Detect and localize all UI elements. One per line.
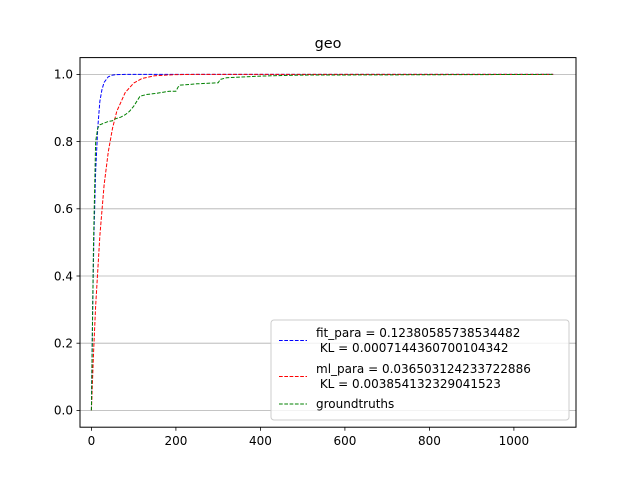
x-tick-label: 400: [249, 434, 272, 448]
y-tick-label: 0.2: [54, 337, 73, 351]
chart-title: geo: [315, 36, 342, 52]
x-tick-label: 1000: [499, 434, 530, 448]
series-line-3: [90, 73, 554, 411]
legend-label-2: ml_para = 0.036503124233722886 KL = 0.00…: [316, 362, 531, 391]
y-tick-label: 0.0: [54, 404, 73, 418]
series-lines: [90, 73, 554, 411]
x-tick-label: 0: [88, 434, 96, 448]
legend-box: [270, 319, 570, 421]
plot-frame: [79, 57, 577, 428]
x-tick-label: 600: [333, 434, 356, 448]
series-line-2: [90, 73, 554, 411]
x-tick-label: 800: [418, 434, 441, 448]
y-tick-label: 1.0: [54, 68, 73, 82]
x-tick-label: 200: [164, 434, 187, 448]
y-tick-label: 0.4: [54, 269, 73, 283]
legend-label-1: fit_para = 0.12380585738534482 KL = 0.00…: [316, 326, 520, 355]
x-axis-ticks: 0 200 400 600 800 1000: [88, 427, 530, 448]
y-axis-ticks: 0.0 0.2 0.4 0.6 0.8 1.0: [54, 68, 80, 418]
series-line-1: [90, 73, 554, 411]
y-tick-label: 0.8: [54, 135, 73, 149]
y-tick-label: 0.6: [54, 202, 73, 216]
legend-label-3: groundtruths: [316, 397, 394, 411]
legend: fit_para = 0.12380585738534482 KL = 0.00…: [270, 319, 570, 421]
